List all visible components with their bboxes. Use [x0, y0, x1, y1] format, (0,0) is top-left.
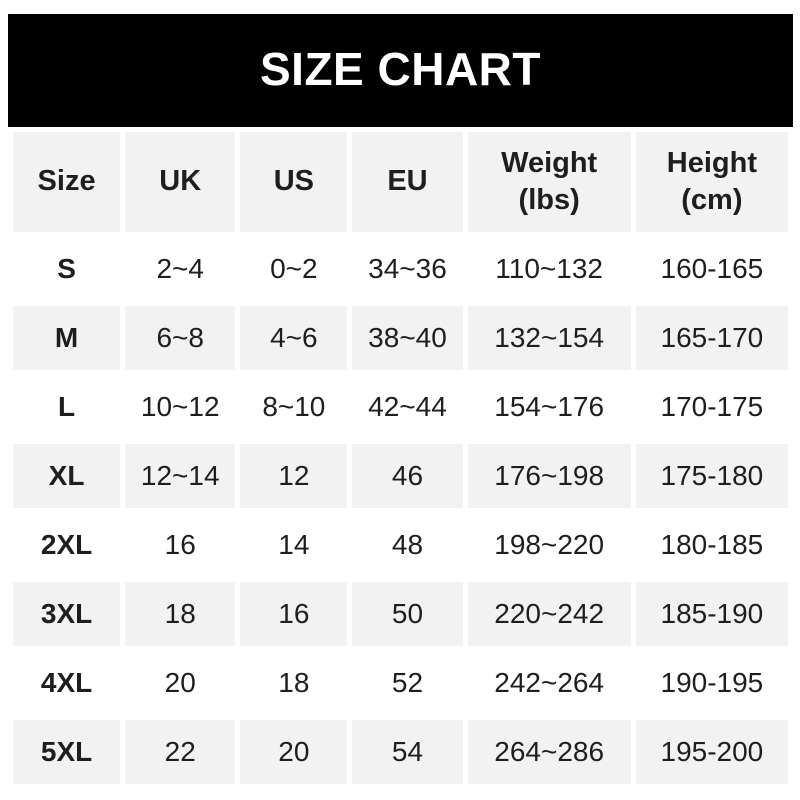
table-row-m: M 6~8 4~6 38~40 132~154 165-170: [13, 306, 788, 370]
column-header-us: US: [240, 132, 348, 232]
cell-us-5xl: 20: [240, 720, 348, 784]
cell-size-4xl: 4XL: [13, 651, 121, 715]
cell-eu-xl: 46: [352, 444, 463, 508]
cell-weight-3xl: 220~242: [467, 582, 631, 646]
cell-eu-m: 38~40: [352, 306, 463, 370]
table-row-5xl: 5XL 22 20 54 264~286 195-200: [13, 720, 788, 784]
table-header: Size UK US EU Weight (lbs) Height (cm): [13, 132, 788, 232]
cell-weight-s: 110~132: [467, 237, 631, 301]
cell-height-2xl: 180-185: [635, 513, 788, 577]
page-title: SIZE CHART: [260, 42, 541, 95]
column-header-weight: Weight (lbs): [467, 132, 631, 232]
column-header-height: Height (cm): [635, 132, 788, 232]
size-chart-banner: SIZE CHART: [8, 14, 793, 127]
cell-eu-l: 42~44: [352, 375, 463, 439]
column-header-weight-line1: Weight: [501, 146, 598, 179]
cell-eu-4xl: 52: [352, 651, 463, 715]
column-header-weight-line2: (lbs): [518, 184, 580, 216]
cell-us-s: 0~2: [240, 237, 348, 301]
column-header-uk-line1: UK: [159, 165, 202, 198]
column-header-height-line2: (cm): [681, 184, 743, 216]
cell-height-m: 165-170: [635, 306, 788, 370]
cell-weight-2xl: 198~220: [467, 513, 631, 577]
cell-weight-l: 154~176: [467, 375, 631, 439]
cell-weight-xl: 176~198: [467, 444, 631, 508]
column-header-uk: UK: [125, 132, 236, 232]
cell-eu-2xl: 48: [352, 513, 463, 577]
table-body: S 2~4 0~2 34~36 110~132 160-165 M 6~8 4~6 38~40 13…: [13, 237, 788, 784]
cell-size-2xl: 2XL: [13, 513, 121, 577]
cell-eu-5xl: 54: [352, 720, 463, 784]
table-row-2xl: 2XL 16 14 48 198~220 180-185: [13, 513, 788, 577]
cell-height-4xl: 190-195: [635, 651, 788, 715]
table-row-3xl: 3XL 18 16 50 220~242 185-190: [13, 582, 788, 646]
table-row-4xl: 4XL 20 18 52 242~264 190-195: [13, 651, 788, 715]
cell-height-3xl: 185-190: [635, 582, 788, 646]
cell-eu-s: 34~36: [352, 237, 463, 301]
cell-size-3xl: 3XL: [13, 582, 121, 646]
cell-size-xl: XL: [13, 444, 121, 508]
cell-height-5xl: 195-200: [635, 720, 788, 784]
table-header-row: Size UK US EU Weight (lbs) Height (cm): [13, 132, 788, 232]
column-header-size-line1: Size: [37, 165, 96, 198]
size-chart-table: Size UK US EU Weight (lbs) Height (cm) S 2~4 0~2 3…: [8, 127, 793, 789]
cell-weight-4xl: 242~264: [467, 651, 631, 715]
table-row-xl: XL 12~14 12 46 176~198 175-180: [13, 444, 788, 508]
cell-uk-xl: 12~14: [125, 444, 236, 508]
cell-size-l: L: [13, 375, 121, 439]
column-header-height-line1: Height: [666, 146, 757, 179]
cell-uk-4xl: 20: [125, 651, 236, 715]
cell-us-m: 4~6: [240, 306, 348, 370]
cell-uk-s: 2~4: [125, 237, 236, 301]
cell-eu-3xl: 50: [352, 582, 463, 646]
cell-us-2xl: 14: [240, 513, 348, 577]
cell-uk-m: 6~8: [125, 306, 236, 370]
cell-us-xl: 12: [240, 444, 348, 508]
cell-us-l: 8~10: [240, 375, 348, 439]
cell-height-xl: 175-180: [635, 444, 788, 508]
column-header-eu-line1: EU: [387, 165, 428, 198]
cell-uk-l: 10~12: [125, 375, 236, 439]
cell-size-m: M: [13, 306, 121, 370]
cell-weight-5xl: 264~286: [467, 720, 631, 784]
column-header-eu: EU: [352, 132, 463, 232]
column-header-us-line1: US: [273, 165, 314, 198]
cell-uk-3xl: 18: [125, 582, 236, 646]
cell-uk-5xl: 22: [125, 720, 236, 784]
table-row-s: S 2~4 0~2 34~36 110~132 160-165: [13, 237, 788, 301]
column-header-size: Size: [13, 132, 121, 232]
cell-height-l: 170-175: [635, 375, 788, 439]
cell-weight-m: 132~154: [467, 306, 631, 370]
cell-us-3xl: 16: [240, 582, 348, 646]
cell-height-s: 160-165: [635, 237, 788, 301]
cell-uk-2xl: 16: [125, 513, 236, 577]
cell-us-4xl: 18: [240, 651, 348, 715]
cell-size-s: S: [13, 237, 121, 301]
cell-size-5xl: 5XL: [13, 720, 121, 784]
table-row-l: L 10~12 8~10 42~44 154~176 170-175: [13, 375, 788, 439]
